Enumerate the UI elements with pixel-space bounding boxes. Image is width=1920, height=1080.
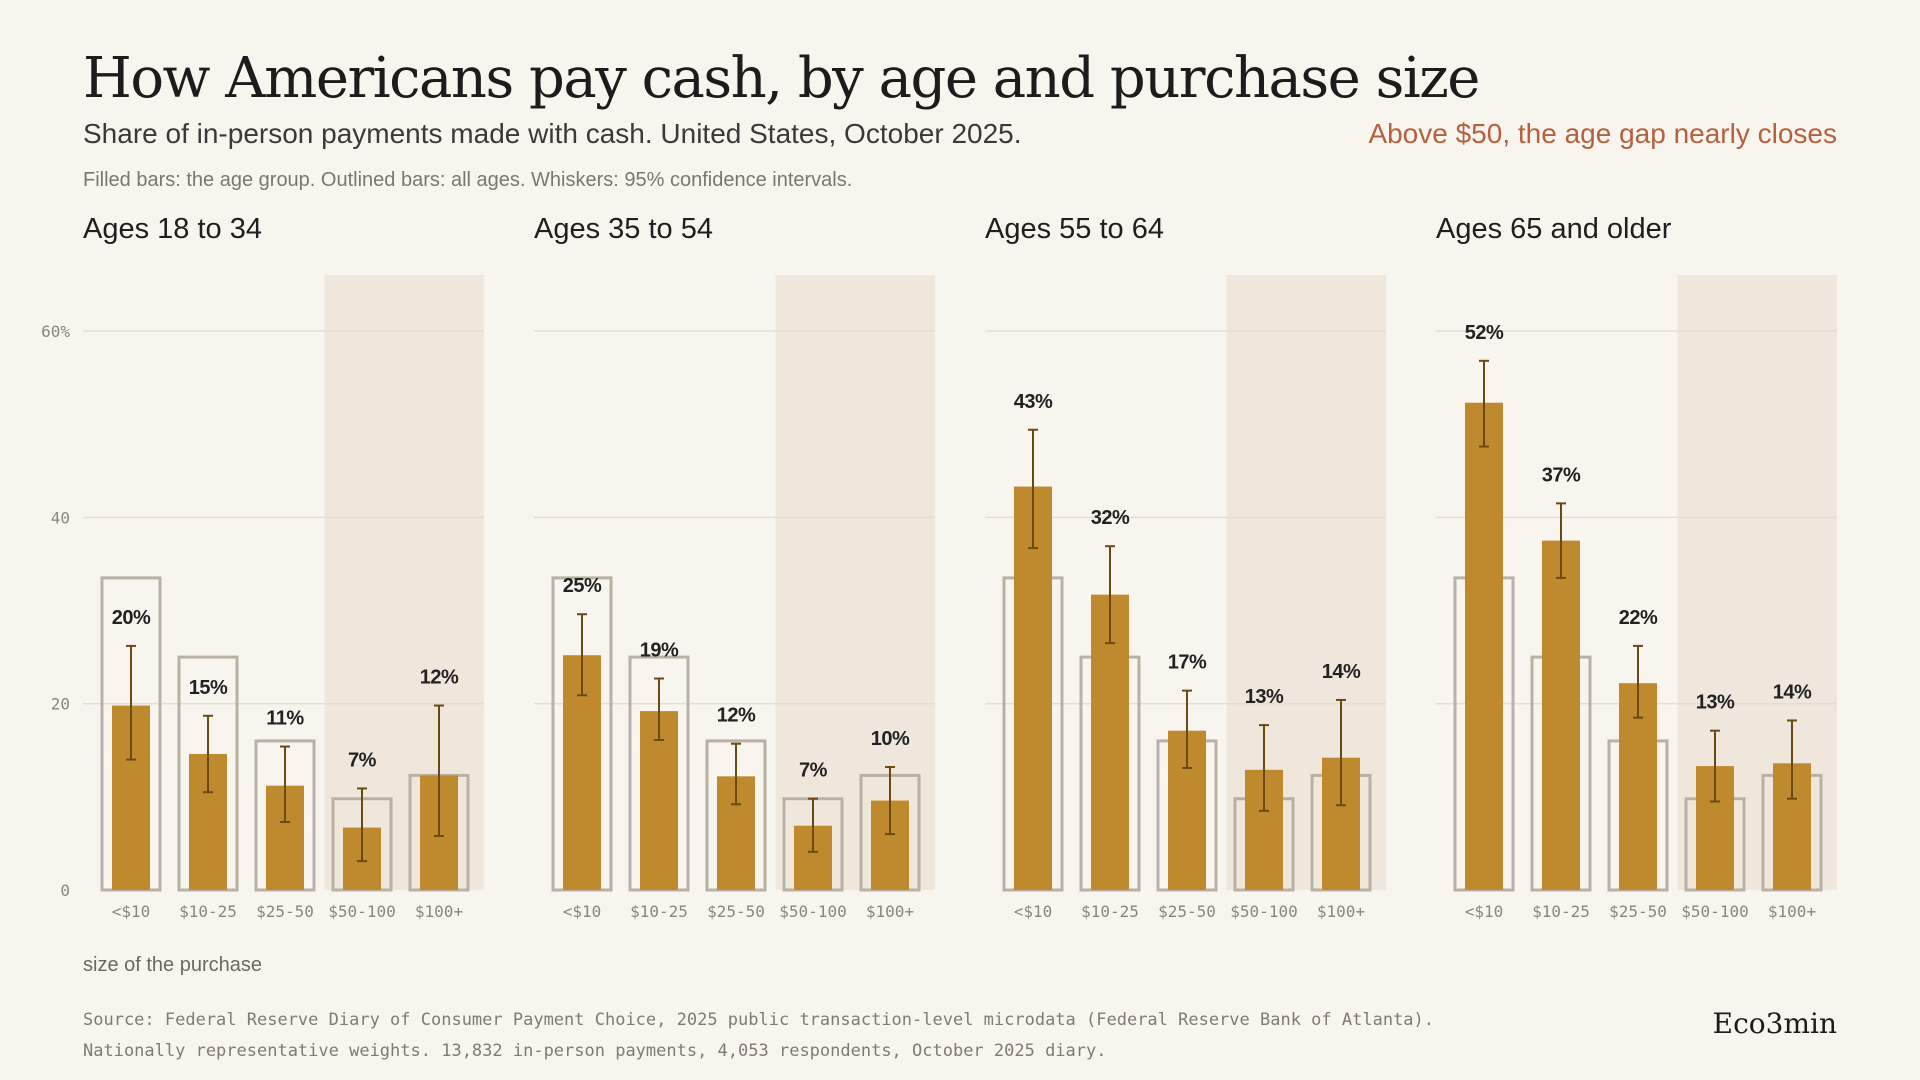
panel-4: Ages 65 and older 52% <$10 37% $10-25 22% $25-…: [1436, 213, 1837, 921]
data-label: 52%: [1465, 322, 1504, 344]
x-tick-label: <$10: [1465, 902, 1504, 921]
chart-subtitle: Share of in-person payments made with ca…: [83, 118, 1022, 149]
x-tick-label: $50-100: [1681, 902, 1748, 921]
x-axis-title: size of the purchase: [83, 954, 262, 976]
data-label: 11%: [266, 708, 304, 730]
x-tick-label: $25-50: [1158, 902, 1216, 921]
data-label: 7%: [799, 760, 828, 782]
x-tick-label: $50-100: [328, 902, 395, 921]
source-note: Source: Federal Reserve Diary of Consume…: [83, 1005, 1434, 1067]
x-tick-label: $10-25: [1081, 902, 1139, 921]
y-tick-label: 40: [51, 508, 70, 527]
bar: [1465, 402, 1503, 890]
x-tick-label: $100+: [1768, 902, 1816, 921]
x-tick-label: $100+: [866, 902, 914, 921]
panel-3: Ages 55 to 64 43% <$10 32% $10-25 17% $25-50 13…: [985, 213, 1386, 921]
data-label: 19%: [640, 640, 679, 662]
chart-title: How Americans pay cash, by age and purch…: [83, 46, 1480, 111]
panel-title: Ages 65 and older: [1436, 213, 1672, 245]
data-label: 7%: [348, 749, 377, 771]
data-label: 10%: [871, 728, 910, 750]
y-tick-label: 60%: [41, 322, 70, 341]
x-tick-label: $25-50: [256, 902, 314, 921]
x-tick-label: $50-100: [1230, 902, 1297, 921]
panel-title: Ages 35 to 54: [534, 213, 713, 245]
source-line-2: Nationally representative weights. 13,83…: [83, 1041, 1107, 1061]
data-label: 15%: [189, 677, 228, 699]
x-tick-label: <$10: [1014, 902, 1053, 921]
x-tick-label: <$10: [112, 902, 151, 921]
x-tick-label: $10-25: [1532, 902, 1590, 921]
data-label: 37%: [1542, 464, 1581, 486]
highlight-band: [775, 275, 935, 890]
data-label: 13%: [1696, 692, 1735, 714]
data-label: 25%: [563, 575, 602, 597]
bar: [1542, 540, 1580, 890]
x-tick-label: <$10: [563, 902, 602, 921]
y-tick-label: 0: [60, 881, 70, 900]
data-label: 14%: [1773, 681, 1812, 703]
panel-title: Ages 18 to 34: [83, 213, 262, 245]
x-tick-label: $50-100: [779, 902, 846, 921]
panel-1: Ages 18 to 34 20% <$10 15% $10-25 11% $25-50 7%…: [83, 213, 484, 921]
brand-logo: Eco3min: [1712, 1007, 1837, 1040]
chart-note: Filled bars: the age group. Outlined bar…: [83, 169, 853, 191]
data-label: 17%: [1168, 652, 1207, 674]
y-tick-label: 20: [51, 695, 70, 714]
source-line-1: Source: Federal Reserve Diary of Consume…: [83, 1010, 1435, 1030]
data-label: 14%: [1322, 661, 1361, 683]
x-tick-label: $10-25: [179, 902, 237, 921]
data-label: 22%: [1619, 607, 1658, 629]
bar: [1014, 486, 1052, 890]
data-label: 43%: [1014, 391, 1053, 413]
x-tick-label: $25-50: [707, 902, 765, 921]
panel-title: Ages 55 to 64: [985, 213, 1164, 245]
data-label: 20%: [112, 607, 151, 629]
data-label: 12%: [420, 667, 459, 689]
callout-annotation: Above $50, the age gap nearly closes: [1368, 118, 1837, 149]
x-tick-label: $100+: [1317, 902, 1365, 921]
x-tick-label: $25-50: [1609, 902, 1667, 921]
data-label: 13%: [1245, 686, 1284, 708]
data-label: 32%: [1091, 507, 1130, 529]
x-tick-label: $100+: [415, 902, 463, 921]
data-label: 12%: [717, 705, 756, 727]
x-tick-label: $10-25: [630, 902, 688, 921]
panel-2: Ages 35 to 54 25% <$10 19% $10-25 12% $25-50 7%…: [534, 213, 935, 921]
